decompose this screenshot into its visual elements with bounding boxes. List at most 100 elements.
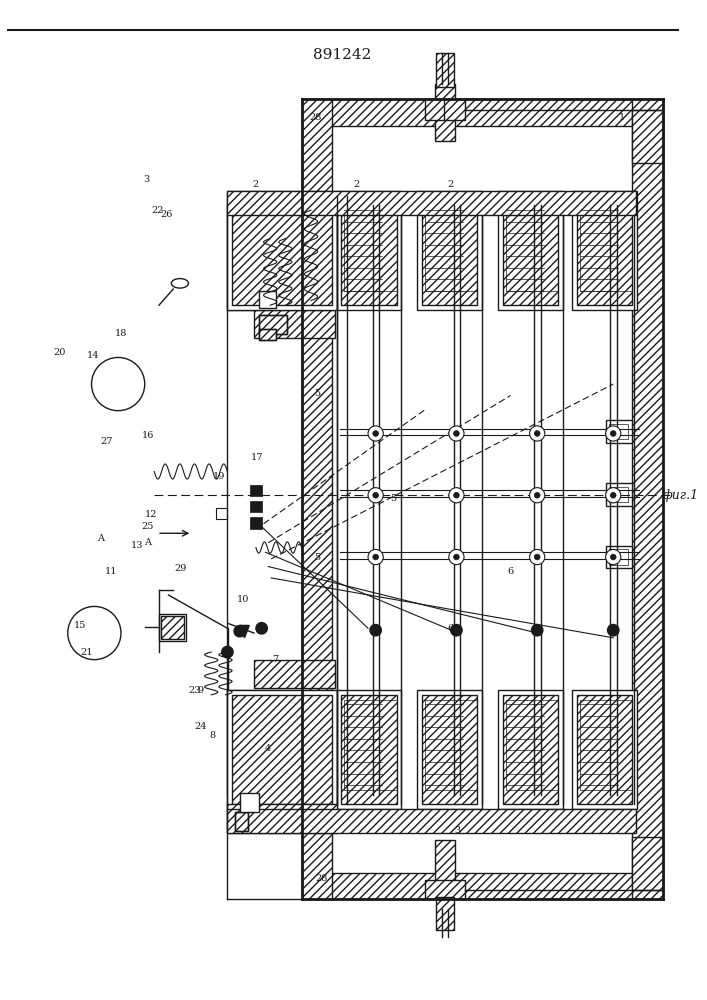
Bar <box>435 840 455 897</box>
Text: 21: 21 <box>80 648 93 657</box>
Text: A: A <box>98 534 105 543</box>
Bar <box>422 695 477 804</box>
Bar <box>235 812 248 831</box>
Circle shape <box>606 426 621 441</box>
Text: 2: 2 <box>448 180 453 189</box>
Bar <box>436 53 454 87</box>
Text: 19: 19 <box>212 472 225 481</box>
Text: 5: 5 <box>315 389 320 398</box>
Text: 3: 3 <box>454 826 460 835</box>
Bar <box>609 424 629 439</box>
Text: 16: 16 <box>142 431 154 440</box>
Bar <box>250 517 262 529</box>
Bar <box>232 695 332 804</box>
Circle shape <box>368 488 383 503</box>
Text: 14: 14 <box>87 351 99 360</box>
Text: 26: 26 <box>160 210 173 219</box>
Bar <box>243 704 317 780</box>
Circle shape <box>234 625 245 637</box>
Bar <box>606 420 632 443</box>
Bar <box>301 873 662 899</box>
Bar <box>240 793 259 812</box>
Bar <box>573 690 637 809</box>
Circle shape <box>91 357 145 411</box>
Text: 2: 2 <box>252 180 259 189</box>
Bar <box>228 690 332 795</box>
Bar <box>422 196 477 305</box>
Bar <box>159 614 186 641</box>
Bar <box>259 329 276 340</box>
Bar <box>259 315 287 334</box>
Text: фиг.1: фиг.1 <box>662 489 699 502</box>
Text: 15: 15 <box>74 621 86 630</box>
Circle shape <box>532 624 543 636</box>
Bar <box>503 196 558 305</box>
Text: 891242: 891242 <box>313 48 372 62</box>
Circle shape <box>534 554 540 560</box>
Text: 11: 11 <box>105 567 117 576</box>
Bar <box>228 690 337 809</box>
Bar <box>301 99 332 899</box>
Bar <box>259 291 276 308</box>
Circle shape <box>610 554 616 560</box>
Bar <box>425 99 465 120</box>
Bar <box>573 191 637 310</box>
Bar <box>259 315 287 334</box>
Bar <box>250 501 262 512</box>
Text: 17: 17 <box>251 453 264 462</box>
Text: 5: 5 <box>315 553 320 562</box>
Text: 6: 6 <box>508 567 514 576</box>
Text: 25: 25 <box>142 522 154 531</box>
Text: 10: 10 <box>238 595 250 604</box>
Text: 9: 9 <box>197 686 204 695</box>
Bar <box>606 483 632 506</box>
Bar <box>228 191 636 215</box>
Bar <box>341 695 397 804</box>
Bar <box>228 205 332 310</box>
Text: 20: 20 <box>53 348 66 357</box>
Circle shape <box>534 492 540 498</box>
Circle shape <box>449 549 464 565</box>
Circle shape <box>534 431 540 436</box>
Text: 2: 2 <box>354 180 359 189</box>
Bar <box>425 880 465 899</box>
Bar <box>344 700 397 790</box>
Text: 27: 27 <box>100 437 112 446</box>
Circle shape <box>256 623 267 634</box>
Bar <box>228 804 337 833</box>
Bar <box>632 837 662 890</box>
Text: 24: 24 <box>194 722 206 731</box>
Bar <box>498 191 563 310</box>
Text: 5: 5 <box>390 494 397 503</box>
Bar <box>228 191 337 310</box>
Bar <box>228 809 636 833</box>
Text: 7: 7 <box>273 655 279 664</box>
Bar <box>161 616 184 639</box>
Circle shape <box>530 549 545 565</box>
Bar <box>250 485 262 496</box>
Text: 6: 6 <box>448 624 453 633</box>
Polygon shape <box>240 625 250 638</box>
Bar <box>254 660 335 688</box>
Circle shape <box>606 549 621 565</box>
Circle shape <box>222 646 233 658</box>
Circle shape <box>530 488 545 503</box>
Text: 18: 18 <box>115 329 127 338</box>
Bar <box>577 196 632 305</box>
Text: 28: 28 <box>315 874 327 883</box>
Circle shape <box>610 431 616 436</box>
Bar <box>632 99 662 899</box>
Circle shape <box>449 488 464 503</box>
Circle shape <box>454 431 460 436</box>
Bar <box>506 700 558 790</box>
Bar <box>577 695 632 804</box>
Circle shape <box>373 492 378 498</box>
Text: 28: 28 <box>310 113 322 122</box>
Circle shape <box>607 624 619 636</box>
Bar <box>580 700 632 790</box>
Circle shape <box>606 488 621 503</box>
Bar <box>506 201 558 291</box>
Circle shape <box>368 426 383 441</box>
Text: A: A <box>144 538 151 547</box>
Text: 23: 23 <box>189 686 201 695</box>
